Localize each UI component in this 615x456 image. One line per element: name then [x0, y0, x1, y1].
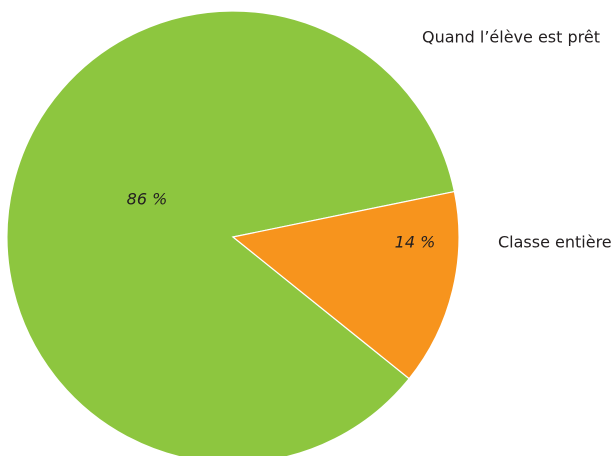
value-label: 14 % [395, 233, 436, 252]
category-label: Classe entière [498, 233, 612, 252]
category-label: Quand l’élève est prêt [422, 28, 600, 47]
pie-slice [6, 10, 456, 456]
value-label: 86 % [127, 190, 168, 209]
pie-slice [231, 190, 460, 380]
